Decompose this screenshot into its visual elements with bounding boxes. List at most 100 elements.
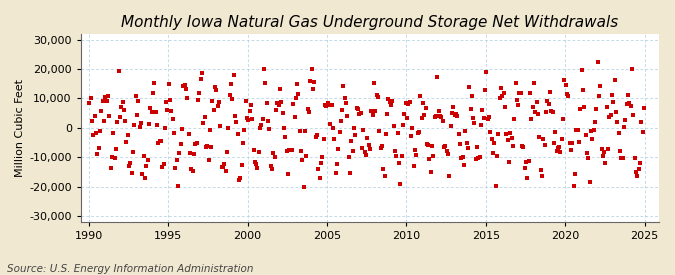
Point: [364, 147, 375, 151]
Point: [294, 129, 305, 133]
Point: [429, 115, 440, 119]
Point: [395, 182, 406, 186]
Point: [356, 146, 367, 150]
Point: [495, 86, 506, 90]
Point: [366, 109, 377, 114]
Point: [155, 139, 166, 143]
Point: [115, 115, 126, 120]
Point: [421, 142, 432, 146]
Point: [221, 150, 232, 155]
Point: [301, 153, 312, 158]
Point: [527, 105, 538, 109]
Point: [230, 114, 240, 119]
Point: [457, 155, 468, 159]
Point: [265, 163, 276, 168]
Point: [560, 82, 571, 87]
Point: [600, 160, 611, 165]
Point: [313, 166, 324, 171]
Point: [352, 107, 363, 111]
Point: [239, 128, 250, 133]
Point: [103, 94, 113, 98]
Point: [562, 92, 572, 96]
Point: [300, 129, 310, 133]
Point: [381, 131, 392, 136]
Point: [275, 87, 286, 91]
Point: [163, 82, 174, 86]
Point: [464, 85, 475, 89]
Point: [162, 108, 173, 112]
Point: [302, 107, 313, 111]
Point: [267, 166, 277, 171]
Point: [563, 94, 574, 98]
Point: [392, 131, 403, 135]
Point: [505, 131, 516, 136]
Point: [149, 81, 160, 86]
Point: [150, 109, 161, 114]
Point: [572, 128, 583, 132]
Point: [124, 163, 134, 168]
Point: [384, 100, 395, 104]
Point: [134, 125, 145, 129]
Point: [298, 185, 309, 189]
Point: [382, 112, 393, 117]
Point: [350, 133, 361, 138]
Point: [582, 150, 593, 155]
Point: [214, 100, 225, 104]
Point: [543, 101, 554, 106]
Point: [469, 121, 480, 125]
Point: [446, 123, 456, 128]
Point: [476, 123, 487, 128]
Point: [284, 147, 294, 152]
Point: [354, 112, 364, 116]
Point: [424, 157, 435, 162]
Point: [443, 152, 454, 156]
Point: [378, 167, 389, 171]
Point: [165, 98, 176, 102]
Point: [587, 137, 597, 141]
Point: [517, 144, 528, 149]
Point: [335, 119, 346, 123]
Point: [296, 149, 306, 153]
Point: [535, 168, 546, 172]
Point: [624, 100, 634, 105]
Point: [243, 118, 254, 123]
Point: [615, 149, 626, 153]
Point: [416, 116, 427, 120]
Point: [259, 67, 269, 72]
Point: [398, 122, 408, 127]
Point: [524, 91, 535, 95]
Point: [330, 171, 341, 175]
Point: [570, 171, 580, 176]
Point: [502, 138, 513, 142]
Point: [264, 127, 275, 131]
Point: [450, 113, 460, 118]
Point: [224, 93, 235, 97]
Point: [399, 112, 410, 116]
Point: [100, 94, 111, 99]
Point: [575, 107, 586, 112]
Point: [209, 108, 219, 112]
Point: [276, 100, 287, 104]
Point: [312, 133, 323, 137]
Point: [531, 100, 542, 104]
Point: [210, 85, 221, 89]
Point: [418, 113, 429, 118]
Point: [475, 155, 485, 160]
Point: [460, 129, 470, 133]
Point: [607, 93, 618, 97]
Point: [231, 120, 242, 124]
Point: [167, 117, 178, 121]
Point: [465, 106, 476, 111]
Point: [518, 145, 529, 150]
Point: [554, 145, 564, 149]
Point: [196, 71, 207, 76]
Point: [604, 114, 615, 119]
Point: [441, 149, 452, 153]
Point: [379, 174, 390, 179]
Point: [552, 146, 563, 150]
Point: [113, 69, 124, 73]
Point: [141, 164, 152, 168]
Point: [595, 84, 605, 88]
Point: [484, 114, 495, 119]
Point: [92, 152, 103, 156]
